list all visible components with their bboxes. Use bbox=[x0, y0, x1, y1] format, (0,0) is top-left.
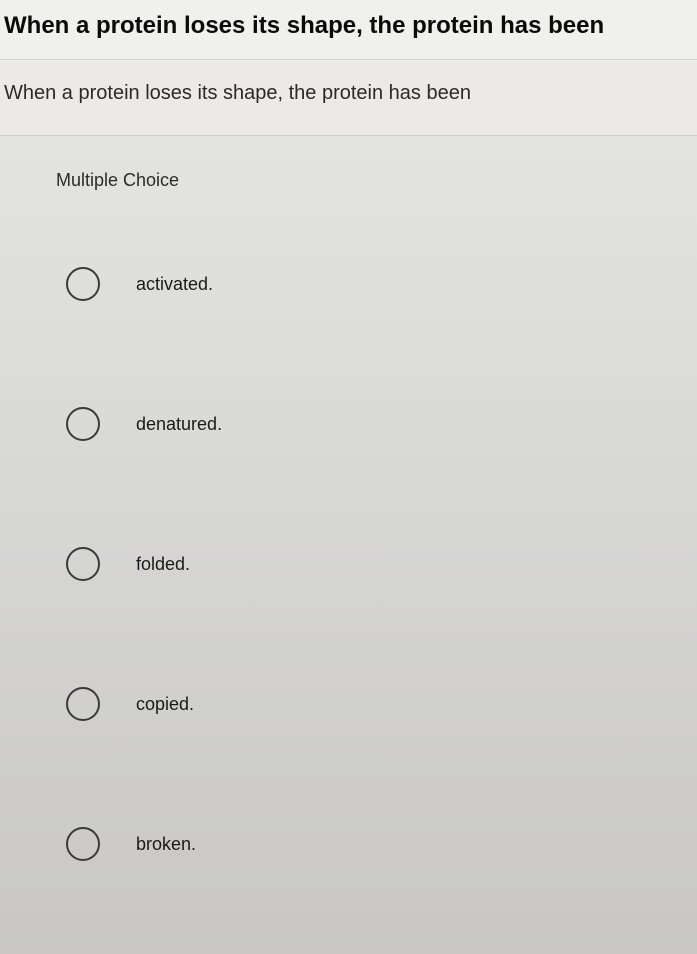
radio-icon[interactable] bbox=[66, 687, 100, 721]
question-title: When a protein loses its shape, the prot… bbox=[4, 10, 693, 41]
options-list: activated. denatured. folded. copied. br… bbox=[56, 249, 641, 879]
content-area: Multiple Choice activated. denatured. fo… bbox=[0, 136, 697, 879]
option-activated[interactable]: activated. bbox=[56, 249, 641, 319]
option-label: folded. bbox=[136, 554, 190, 575]
option-label: activated. bbox=[136, 274, 213, 295]
multiple-choice-label: Multiple Choice bbox=[56, 170, 641, 191]
option-label: copied. bbox=[136, 694, 194, 715]
radio-icon[interactable] bbox=[66, 547, 100, 581]
option-denatured[interactable]: denatured. bbox=[56, 389, 641, 459]
option-label: denatured. bbox=[136, 414, 222, 435]
option-copied[interactable]: copied. bbox=[56, 669, 641, 739]
radio-icon[interactable] bbox=[66, 827, 100, 861]
question-title-section: When a protein loses its shape, the prot… bbox=[0, 0, 697, 60]
option-broken[interactable]: broken. bbox=[56, 809, 641, 879]
question-subtitle: When a protein loses its shape, the prot… bbox=[4, 82, 693, 105]
radio-icon[interactable] bbox=[66, 267, 100, 301]
option-folded[interactable]: folded. bbox=[56, 529, 641, 599]
question-subtitle-section: When a protein loses its shape, the prot… bbox=[0, 60, 697, 136]
radio-icon[interactable] bbox=[66, 407, 100, 441]
option-label: broken. bbox=[136, 834, 196, 855]
